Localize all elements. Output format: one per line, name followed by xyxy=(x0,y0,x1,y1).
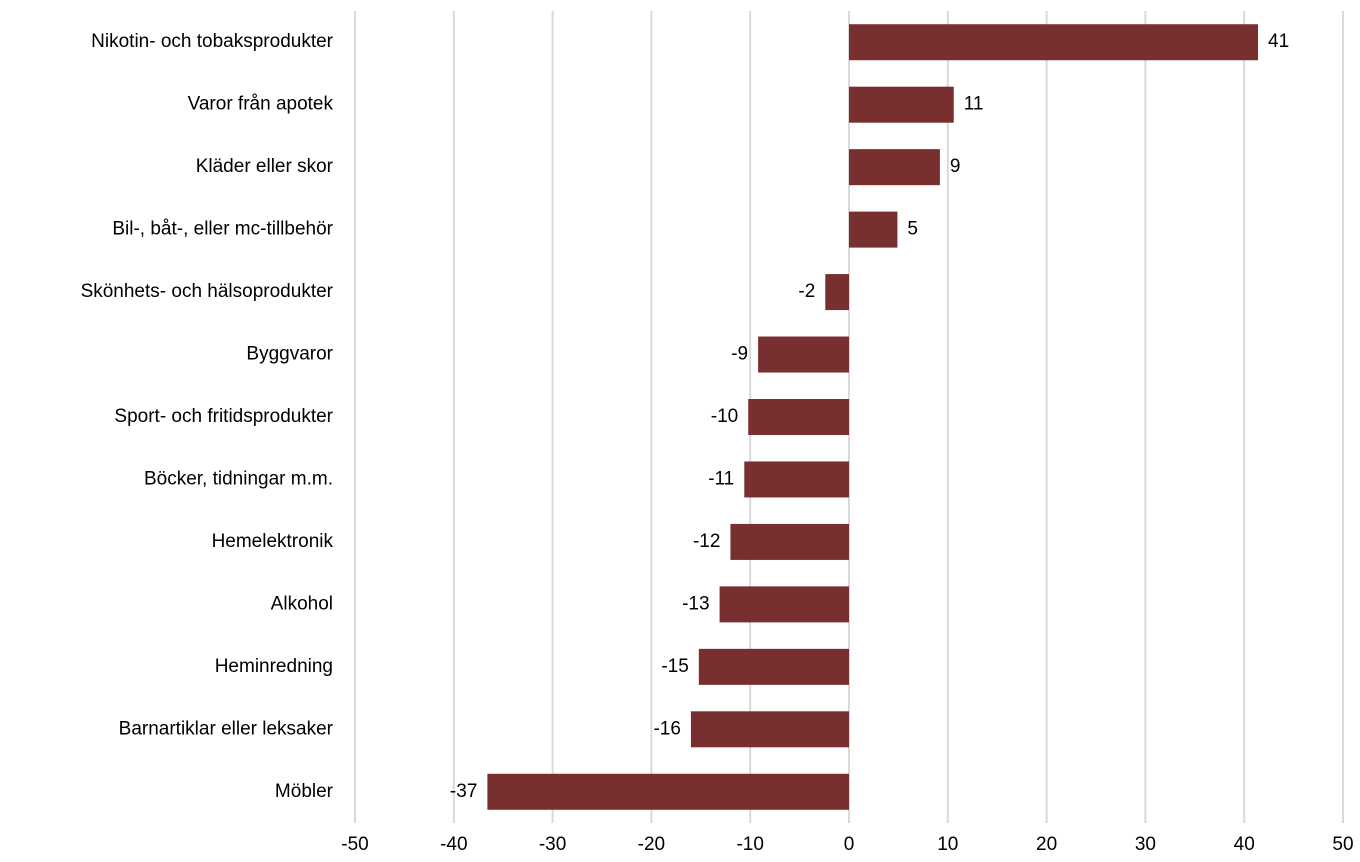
data-label: 41 xyxy=(1268,31,1289,52)
y-tick-label: Heminredning xyxy=(215,656,333,677)
data-label: -13 xyxy=(682,593,709,614)
y-tick-label: Byggvaror xyxy=(246,344,333,365)
bar xyxy=(748,399,849,435)
bar xyxy=(849,149,940,186)
data-label: -15 xyxy=(661,656,688,677)
x-tick-label: -20 xyxy=(638,834,665,855)
data-label: -11 xyxy=(708,468,734,489)
bar xyxy=(487,773,849,810)
y-tick-label: Alkohol xyxy=(271,593,333,614)
data-label: -10 xyxy=(711,406,738,427)
y-tick-label: Böcker, tidningar m.m. xyxy=(144,468,333,489)
x-tick-label: -30 xyxy=(539,834,566,855)
x-tick-label: -10 xyxy=(736,834,763,855)
data-label: -37 xyxy=(450,781,477,802)
data-label: 9 xyxy=(950,156,961,177)
bar xyxy=(849,24,1259,61)
x-tick-label: 20 xyxy=(1036,834,1057,855)
x-tick-label: 0 xyxy=(844,834,855,855)
bar xyxy=(744,461,849,498)
y-tick-label: Kläder eller skor xyxy=(196,156,334,177)
data-label: -2 xyxy=(798,281,815,302)
y-tick-label: Skönhets- och hälsoprodukter xyxy=(81,281,334,302)
x-tick-label: 30 xyxy=(1135,834,1156,855)
bar xyxy=(849,211,898,248)
data-label: -9 xyxy=(731,344,748,365)
y-tick-label: Hemelektronik xyxy=(212,531,334,552)
data-label: 5 xyxy=(907,219,918,240)
y-tick-label: Varor från apotek xyxy=(188,94,334,115)
y-tick-label: Bil-, båt-, eller mc-tillbehör xyxy=(112,219,333,240)
data-label: 11 xyxy=(964,94,984,115)
x-tick-label: 40 xyxy=(1234,834,1255,855)
bar xyxy=(719,586,849,623)
y-tick-label: Sport- och fritidsprodukter xyxy=(114,406,333,427)
bar xyxy=(698,648,849,685)
x-tick-label: -50 xyxy=(341,834,368,855)
data-label: -16 xyxy=(653,718,680,739)
x-tick-label: 50 xyxy=(1332,834,1353,855)
data-label: -12 xyxy=(693,531,720,552)
y-tick-label: Nikotin- och tobaksprodukter xyxy=(91,31,334,52)
bar xyxy=(825,274,849,311)
bar xyxy=(690,711,849,748)
bar xyxy=(730,523,849,560)
y-tick-label: Möbler xyxy=(275,781,334,802)
y-tick-label: Barnartiklar eller leksaker xyxy=(119,718,334,739)
bar xyxy=(849,86,954,123)
x-tick-label: 10 xyxy=(937,834,958,855)
x-tick-label: -40 xyxy=(440,834,467,855)
bar xyxy=(758,336,849,373)
